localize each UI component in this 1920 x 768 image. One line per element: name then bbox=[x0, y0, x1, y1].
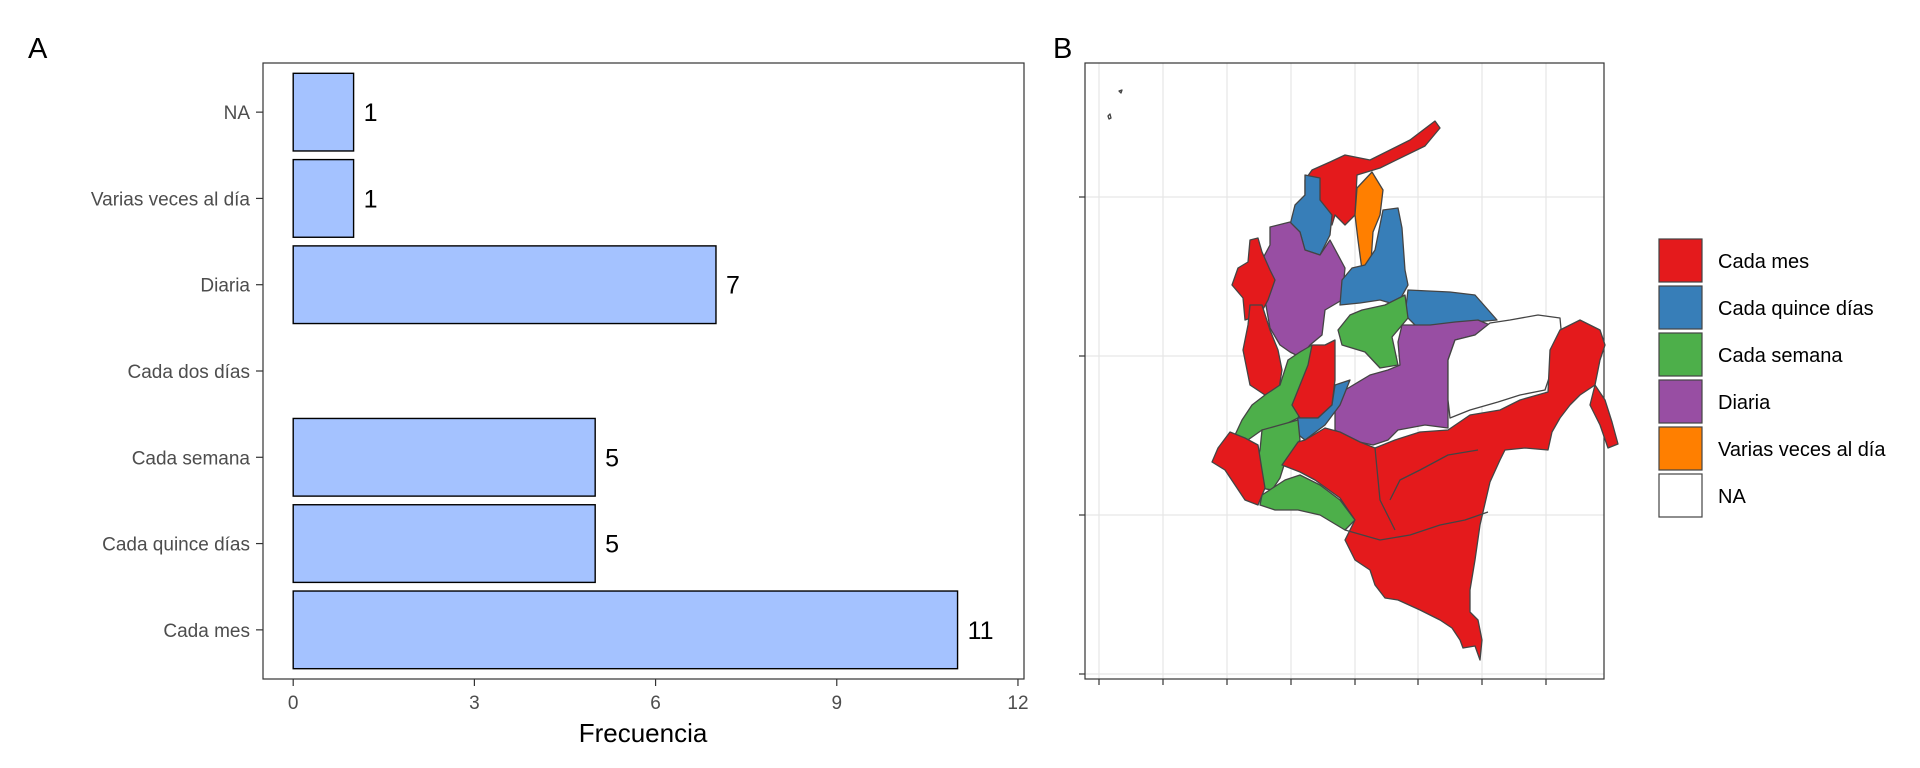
region-diaria-east bbox=[1334, 319, 1491, 446]
legend-label: NA bbox=[1718, 486, 1746, 508]
choropleth-map: Cada mes Cada quince días Cada semana Diari… bbox=[1079, 62, 1886, 685]
legend-swatch bbox=[1658, 285, 1703, 330]
colombia-map bbox=[1107, 89, 1619, 661]
bar-value-label: 5 bbox=[605, 444, 619, 472]
island-region bbox=[1107, 89, 1123, 120]
region-cada-mes-narino bbox=[1211, 431, 1266, 506]
panel-b-tag: B bbox=[1053, 33, 1072, 65]
legend-swatch bbox=[1658, 473, 1703, 518]
bar-1 bbox=[292, 504, 596, 584]
x-tick-label: 12 bbox=[1007, 693, 1028, 714]
y-tick-label: NA bbox=[224, 103, 251, 124]
legend-label: Diaria bbox=[1718, 392, 1771, 414]
x-tick-label: 3 bbox=[469, 693, 480, 714]
bar-0 bbox=[292, 590, 959, 670]
bar-value-label: 11 bbox=[968, 617, 994, 645]
y-tick-label: Diaria bbox=[200, 276, 250, 297]
y-tick-label: Cada quince días bbox=[102, 535, 250, 556]
x-tick-label: 9 bbox=[831, 693, 842, 714]
bar-value-label: 5 bbox=[605, 531, 619, 559]
region-cada-semana-putumayo bbox=[1259, 474, 1356, 531]
map-plot-frame bbox=[1084, 62, 1605, 680]
map-ticks bbox=[1079, 196, 1547, 685]
panel-a-tag: A bbox=[28, 33, 48, 65]
x-tick-label: 6 bbox=[650, 693, 661, 714]
legend-label: Cada mes bbox=[1718, 251, 1809, 273]
legend-label: Cada semana bbox=[1718, 345, 1843, 367]
bar-2 bbox=[292, 417, 596, 497]
bar-value-label: 1 bbox=[364, 99, 378, 127]
region-cada-quince-east bbox=[1339, 207, 1409, 306]
region-cada-semana-central bbox=[1337, 294, 1409, 369]
y-tick-label: Varias veces al día bbox=[91, 189, 251, 210]
bar-value-label: 7 bbox=[726, 272, 740, 300]
bar-5 bbox=[292, 158, 355, 238]
region-na-east bbox=[1447, 314, 1563, 419]
bar-6 bbox=[292, 72, 355, 152]
bar-4 bbox=[292, 245, 717, 325]
x-tick-label: 0 bbox=[288, 693, 299, 714]
legend-swatch bbox=[1658, 426, 1703, 471]
bar-value-label: 1 bbox=[364, 185, 378, 213]
legend-label: Cada quince días bbox=[1718, 298, 1874, 320]
y-tick-label: Cada dos días bbox=[127, 362, 250, 383]
region-cada-mes-north bbox=[1304, 120, 1441, 226]
y-tick-label: Cada mes bbox=[163, 621, 250, 642]
region-borders bbox=[1344, 447, 1489, 541]
legend-swatch bbox=[1658, 332, 1703, 377]
bar-plot-frame bbox=[262, 62, 1025, 680]
legend-swatch bbox=[1658, 238, 1703, 283]
region-cada-mes-amazon bbox=[1281, 319, 1606, 661]
legend-swatch bbox=[1658, 379, 1703, 424]
y-tick-label: Cada semana bbox=[132, 448, 251, 469]
region-cada-mes-tip bbox=[1589, 384, 1619, 449]
map-legend: Cada mes Cada quince días Cada semana Diari… bbox=[1658, 238, 1886, 518]
legend-label: Varias veces al día bbox=[1718, 439, 1886, 461]
x-axis-title: Frecuencia bbox=[579, 718, 708, 748]
